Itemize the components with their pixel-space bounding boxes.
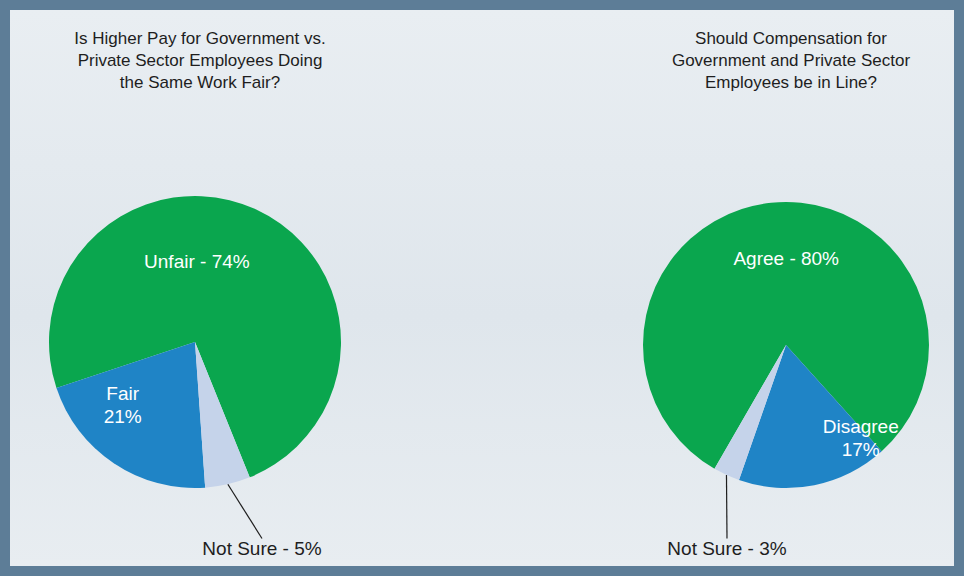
- svg-text:Disagree: Disagree: [823, 416, 899, 437]
- svg-text:Private Sector Employees Doing: Private Sector Employees Doing: [78, 51, 323, 70]
- svg-text:Fair: Fair: [106, 383, 139, 404]
- svg-text:Government and Private Sector: Government and Private Sector: [672, 51, 910, 70]
- svg-text:21%: 21%: [104, 406, 142, 427]
- svg-text:Agree - 80%: Agree - 80%: [733, 248, 839, 269]
- svg-text:Not Sure - 3%: Not Sure - 3%: [667, 538, 786, 559]
- svg-text:Is Higher Pay for Government v: Is Higher Pay for Government vs.: [74, 29, 325, 48]
- svg-text:Not Sure - 5%: Not Sure - 5%: [202, 538, 321, 559]
- svg-text:Should Compensation for: Should Compensation for: [695, 29, 887, 48]
- svg-text:Employees be in Line?: Employees be in Line?: [705, 73, 877, 92]
- svg-text:17%: 17%: [842, 439, 880, 460]
- svg-text:Unfair - 74%: Unfair - 74%: [144, 251, 250, 272]
- svg-text:the Same Work Fair?: the Same Work Fair?: [120, 73, 280, 92]
